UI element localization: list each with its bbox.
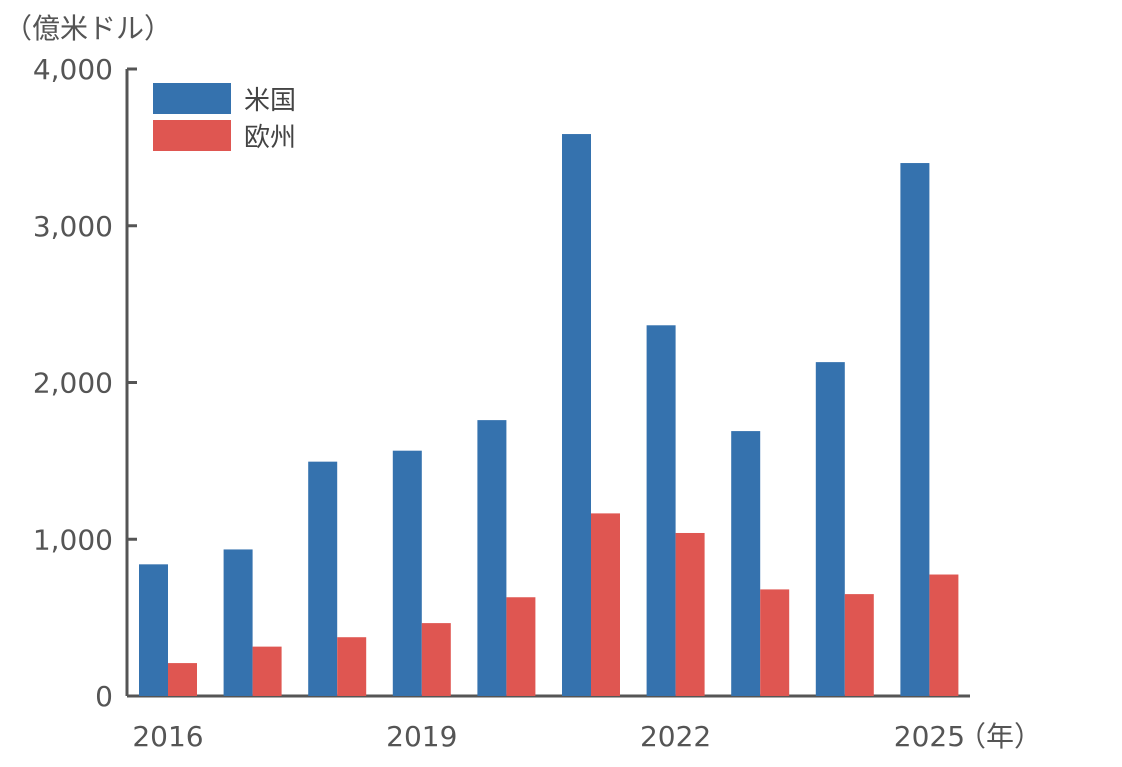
legend-swatch-europe: [153, 120, 231, 151]
y-axis: 0 1,000 2,000 3,000 4,000: [33, 53, 137, 713]
y-tick-label: 4,000: [33, 53, 113, 86]
bar-europe-2016: [168, 663, 197, 696]
bar-europe-2022: [675, 532, 705, 696]
legend-label-europe: 欧州: [244, 123, 296, 153]
bar-us-2024: [815, 362, 845, 696]
x-tick-label: 2025: [894, 720, 965, 753]
bar-europe-2021: [591, 513, 620, 696]
bar-europe-2025: [929, 574, 959, 696]
x-axis: 2016 2019 2022 2025: [127, 694, 970, 753]
legend-swatch-us: [153, 83, 231, 114]
bar-us-2025: [900, 163, 930, 697]
x-axis-unit: （年）: [958, 720, 1042, 753]
y-axis-unit: （億米ドル）: [4, 12, 172, 45]
y-tick-label: 2,000: [33, 367, 113, 400]
bar-europe-2023: [760, 589, 790, 696]
bar-us-2018: [308, 461, 338, 696]
bar-europe-2019: [421, 623, 451, 696]
bar-europe-2020: [506, 597, 536, 696]
y-tick-label: 3,000: [33, 210, 113, 243]
bar-europe-2024: [844, 594, 874, 696]
bar-us-2022: [646, 325, 676, 696]
bar-us-2023: [731, 431, 761, 696]
bars: [139, 134, 959, 697]
x-tick-label: 2022: [640, 720, 711, 753]
bar-europe-2017: [252, 646, 282, 696]
bar-europe-2018: [337, 637, 367, 696]
x-tick-label: 2019: [386, 720, 457, 753]
bar-us-2016: [139, 564, 168, 696]
bar-us-2020: [477, 420, 507, 696]
y-tick-label: 0: [95, 680, 113, 713]
bar-us-2021: [562, 134, 591, 696]
legend-label-us: 米国: [244, 86, 296, 116]
y-tick-label: 1,000: [33, 523, 113, 556]
bar-us-2017: [223, 549, 253, 696]
x-tick-label: 2016: [132, 720, 203, 753]
bar-us-2019: [392, 450, 422, 696]
